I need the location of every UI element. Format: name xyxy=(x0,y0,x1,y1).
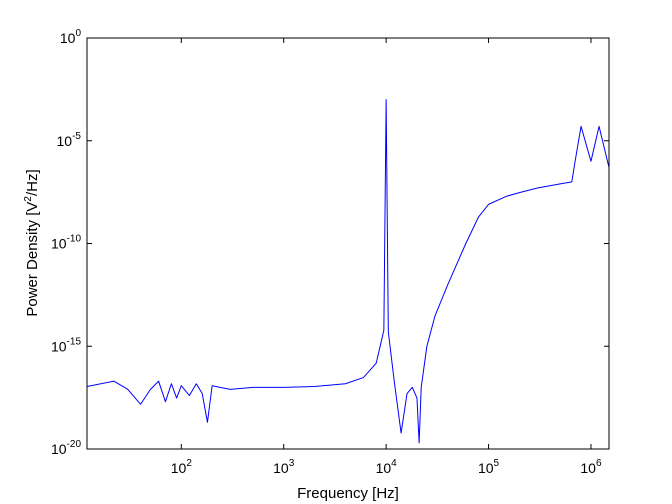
y-axis-label: Power Density [V2/Hz] xyxy=(23,169,41,316)
x-tick-label-exp: 5 xyxy=(494,458,500,469)
y-tick-label-base: 10 xyxy=(60,30,76,46)
y-tick-label-exp: -10 xyxy=(67,234,82,245)
x-tick-label-exp: 3 xyxy=(289,458,295,469)
x-tick-label: 106 xyxy=(580,458,602,476)
y-tick-label-exp: 0 xyxy=(75,28,81,39)
y-tick-label: 10-15 xyxy=(51,336,81,354)
y-axis-label-prefix: Power Density [V xyxy=(24,202,41,317)
x-tick-label-base: 10 xyxy=(376,460,392,476)
y-tick-label-base: 10 xyxy=(51,441,67,457)
y-tick-label: 100 xyxy=(60,28,82,46)
x-tick-label-exp: 4 xyxy=(391,458,397,469)
y-tick-label: 10-10 xyxy=(51,234,81,252)
y-tick-label-base: 10 xyxy=(51,236,67,252)
x-tick-label: 105 xyxy=(478,458,500,476)
x-axis-label: Frequency [Hz] xyxy=(297,485,399,502)
x-tick-label: 103 xyxy=(273,458,295,476)
y-tick-label-base: 10 xyxy=(51,338,67,354)
y-tick-label-base: 10 xyxy=(57,133,73,149)
x-tick-label-base: 10 xyxy=(478,460,494,476)
x-tick-label-base: 10 xyxy=(580,460,596,476)
x-tick-label-base: 10 xyxy=(171,460,187,476)
x-axis: 102 103 104 105 106 xyxy=(171,38,602,476)
x-tick-label-exp: 2 xyxy=(186,458,192,469)
series-line-0 xyxy=(86,99,610,444)
plot-background xyxy=(87,38,609,449)
y-axis-label-suffix: /Hz] xyxy=(24,169,41,196)
x-tick-label-base: 10 xyxy=(273,460,289,476)
series-layer xyxy=(86,99,610,444)
y-tick-label: 10-20 xyxy=(51,439,81,457)
x-tick-label: 104 xyxy=(376,458,398,476)
x-tick-label: 102 xyxy=(171,458,193,476)
y-tick-label: 10-5 xyxy=(57,131,82,149)
y-tick-label-exp: -20 xyxy=(67,439,82,450)
x-tick-label-exp: 6 xyxy=(596,458,602,469)
y-tick-label-exp: -5 xyxy=(72,131,81,142)
y-axis-label-sup: 2 xyxy=(23,196,34,202)
y-tick-label-exp: -15 xyxy=(67,336,82,347)
